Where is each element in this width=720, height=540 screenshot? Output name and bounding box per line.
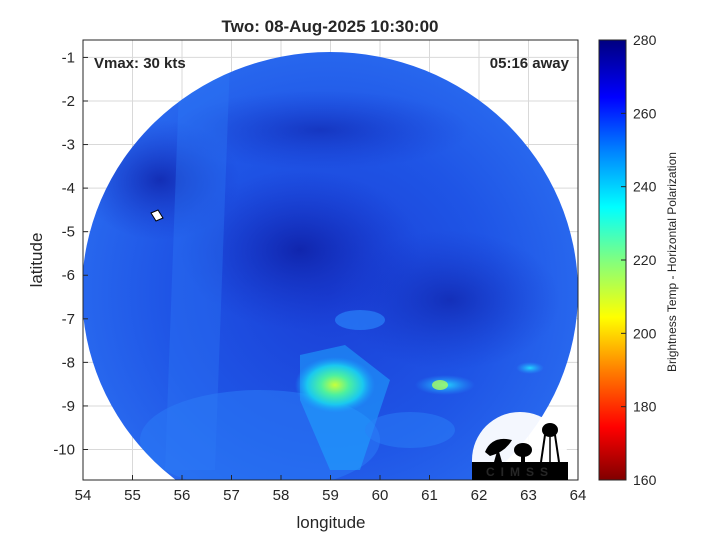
x-tick-label: 59 [322,487,339,504]
storm-center-marker [150,209,164,222]
x-tick-label: 62 [471,487,488,504]
colorbar-tick-label: 220 [633,252,657,268]
y-tick-label: -8 [62,354,75,371]
colorbar-tick-label: 160 [633,472,657,488]
y-tick-label: -10 [53,442,75,459]
x-tick-label: 61 [421,487,438,504]
colorbar-ticks: 280 260 240 220 200 180 160 [621,32,657,488]
time-away-label: 05:16 away [490,55,570,72]
x-tick-label: 58 [273,487,290,504]
y-tick-label: -3 [62,137,75,154]
y-tick-label: -4 [62,180,75,197]
colorbar-tick-label: 260 [633,105,657,121]
logo-text: CIMSS [486,465,554,479]
x-tick-label: 60 [372,487,389,504]
colorbar-label: Brightness Temp - Horizontal Polarizatio… [665,152,679,372]
x-axis-label: longitude [296,513,365,532]
chart-title: Two: 08-Aug-2025 10:30:00 [222,17,439,36]
y-tick-label: -6 [62,267,75,284]
x-tick-label: 57 [223,487,240,504]
brightness-temp-swath [83,52,578,480]
y-tick-label: -5 [62,224,75,241]
vmax-label: Vmax: 30 kts [94,55,186,72]
y-tick-label: -2 [62,93,75,110]
colorbar-tick-label: 240 [633,179,657,195]
colorbar-tick-label: 180 [633,399,657,415]
y-tick-label: -1 [62,49,75,66]
colorbar-tick-label: 280 [633,32,657,48]
y-axis-ticks: -1 -2 -3 -4 -5 -6 -7 -8 -9 -10 [53,49,88,459]
y-tick-label: -9 [62,398,75,415]
x-tick-label: 54 [75,487,92,504]
x-tick-label: 56 [174,487,191,504]
colorbar-tick-label: 200 [633,325,657,341]
x-tick-label: 63 [520,487,537,504]
cimss-logo: CIMSS [472,412,568,480]
y-axis-label: latitude [27,233,46,288]
y-tick-label: -7 [62,311,75,328]
x-tick-label: 64 [570,487,587,504]
x-axis-ticks: 54 55 56 57 58 59 60 61 62 63 64 [75,475,587,504]
x-tick-label: 55 [124,487,141,504]
